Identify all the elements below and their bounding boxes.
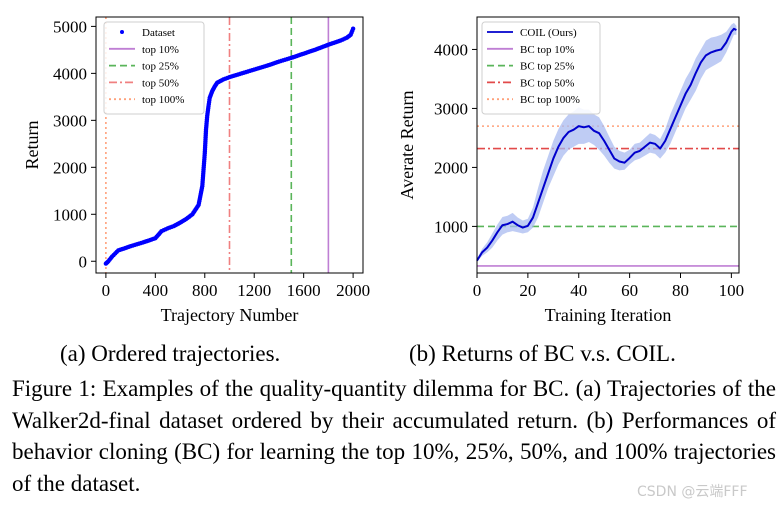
legend-label: top 100% — [142, 94, 184, 106]
x-tick-label: 100 — [719, 281, 745, 300]
x-tick-label: 20 — [519, 281, 536, 300]
legend-label: Dataset — [142, 27, 175, 39]
y-tick-label: 3000 — [53, 111, 87, 130]
coil-mean-line — [476, 27, 737, 262]
x-tick-label: 40 — [570, 281, 587, 300]
legend-label: COIL (Ours) — [520, 27, 577, 39]
x-tick-label: 400 — [143, 281, 169, 300]
legend-marker — [120, 30, 124, 34]
y-tick-label: 4000 — [434, 40, 468, 59]
y-axis-label: Return — [22, 121, 42, 170]
legend-box — [103, 21, 205, 115]
legend-label: BC top 50% — [520, 77, 574, 89]
figure-caption: Figure 1: Examples of the quality-quanti… — [12, 373, 776, 499]
coil-confidence-band — [477, 22, 737, 262]
legend-label: BC top 10% — [520, 44, 574, 56]
y-tick-label: 2000 — [53, 158, 87, 177]
x-axis-label: Trajectory Number — [161, 305, 299, 325]
y-tick-label: 4000 — [53, 64, 87, 83]
y-tick-label: 3000 — [434, 99, 468, 118]
x-tick-label: 800 — [192, 281, 218, 300]
legend-label: top 10% — [142, 44, 179, 56]
bc-vs-coil-chart: 0 20 40 60 80 100 1000 2000 3000 4000 Training Ite… — [397, 16, 745, 325]
x-tick-label: 0 — [473, 281, 482, 300]
figure-caption-text: Examples of the quality-quantity dilemma… — [12, 376, 776, 496]
legend-box — [481, 21, 601, 115]
x-tick-label: 1200 — [237, 281, 271, 300]
dataset-points — [103, 26, 356, 266]
plot-frame — [95, 16, 364, 274]
legend-label: BC top 25% — [520, 61, 574, 73]
x-axis-label: Training Iteration — [545, 305, 672, 325]
x-tick-label: 1600 — [287, 281, 321, 300]
x-tick-label: 0 — [102, 281, 111, 300]
subcaption-b: (b) Returns of BC v.s. COIL. — [409, 341, 676, 366]
y-tick-label: 5000 — [53, 17, 87, 36]
y-axis-label: Averate Return — [397, 90, 417, 199]
y-tick-label: 1000 — [53, 205, 87, 224]
y-tick-label: 0 — [79, 252, 88, 271]
y-tick-label: 2000 — [434, 158, 468, 177]
figure-caption-label: Figure 1: — [12, 376, 97, 401]
legend-label: top 25% — [142, 61, 179, 73]
dataset-point — [350, 26, 356, 31]
x-tick-label: 60 — [621, 281, 638, 300]
x-tick-label: 80 — [672, 281, 689, 300]
legend-label: BC top 100% — [520, 94, 580, 106]
ordered-trajectories-chart: 0 400 800 1200 1600 2000 0 1000 2000 3000 4000 5000… — [22, 16, 370, 325]
legend-label: top 50% — [142, 77, 179, 89]
x-tick-label: 2000 — [336, 281, 370, 300]
subcaption-a: (a) Ordered trajectories. — [60, 341, 281, 366]
watermark: CSDN @云端FFF — [637, 484, 748, 500]
plot-frame — [476, 16, 740, 274]
y-tick-label: 1000 — [434, 217, 468, 236]
